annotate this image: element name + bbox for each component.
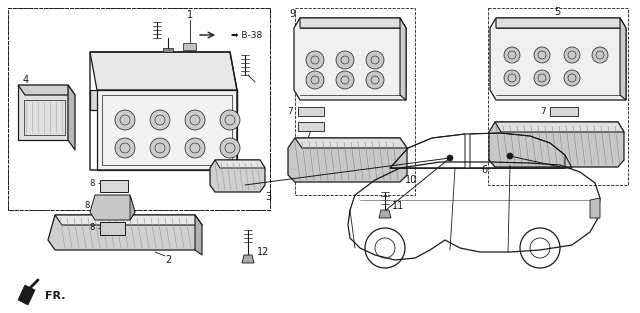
Polygon shape	[496, 18, 626, 28]
Polygon shape	[100, 222, 125, 235]
Text: 7: 7	[540, 106, 546, 115]
Polygon shape	[590, 198, 600, 218]
Text: 1: 1	[187, 10, 193, 20]
Polygon shape	[210, 160, 265, 192]
Circle shape	[336, 71, 354, 89]
Text: 10: 10	[405, 175, 417, 185]
Circle shape	[336, 51, 354, 69]
Circle shape	[115, 110, 135, 130]
Circle shape	[534, 47, 550, 63]
Polygon shape	[130, 195, 135, 220]
Text: 7: 7	[287, 106, 293, 115]
Polygon shape	[48, 215, 202, 250]
Polygon shape	[18, 285, 35, 305]
Circle shape	[150, 110, 170, 130]
Text: 4: 4	[23, 75, 29, 85]
Circle shape	[306, 51, 324, 69]
Circle shape	[504, 70, 520, 86]
Polygon shape	[300, 18, 406, 28]
Polygon shape	[298, 122, 324, 131]
Polygon shape	[620, 18, 626, 100]
Circle shape	[220, 138, 240, 158]
Polygon shape	[100, 180, 128, 192]
Text: 8: 8	[90, 178, 95, 187]
Circle shape	[150, 138, 170, 158]
Polygon shape	[294, 18, 406, 100]
Polygon shape	[183, 43, 196, 50]
Text: 7: 7	[305, 131, 311, 141]
Polygon shape	[379, 210, 391, 218]
Polygon shape	[163, 48, 173, 52]
Text: 8: 8	[90, 223, 95, 233]
Polygon shape	[490, 18, 626, 100]
Circle shape	[366, 71, 384, 89]
Circle shape	[504, 47, 520, 63]
Text: 3: 3	[265, 192, 271, 202]
Circle shape	[366, 51, 384, 69]
Circle shape	[564, 47, 580, 63]
Polygon shape	[295, 138, 407, 148]
Polygon shape	[400, 18, 406, 100]
Polygon shape	[90, 195, 135, 220]
Text: 5: 5	[554, 7, 560, 17]
Polygon shape	[489, 122, 624, 167]
Circle shape	[564, 70, 580, 86]
Polygon shape	[215, 160, 265, 168]
Polygon shape	[90, 90, 237, 110]
Polygon shape	[97, 90, 237, 170]
Polygon shape	[90, 52, 237, 90]
Polygon shape	[18, 85, 75, 95]
Polygon shape	[55, 215, 202, 225]
Polygon shape	[18, 85, 68, 140]
Polygon shape	[495, 122, 624, 132]
Polygon shape	[298, 107, 324, 116]
Text: 9: 9	[290, 9, 296, 19]
Circle shape	[306, 71, 324, 89]
Polygon shape	[288, 138, 407, 182]
Polygon shape	[68, 85, 75, 150]
Circle shape	[592, 47, 608, 63]
Circle shape	[185, 110, 205, 130]
Polygon shape	[550, 107, 578, 116]
Text: 11: 11	[392, 201, 404, 211]
Text: 6: 6	[481, 165, 487, 175]
Circle shape	[185, 138, 205, 158]
Circle shape	[534, 70, 550, 86]
Text: 8: 8	[84, 201, 90, 209]
Circle shape	[507, 153, 513, 159]
Text: ➡ B-38: ➡ B-38	[232, 30, 262, 39]
Text: FR.: FR.	[45, 291, 65, 301]
Circle shape	[447, 155, 453, 161]
Circle shape	[115, 138, 135, 158]
Polygon shape	[242, 255, 254, 263]
Circle shape	[220, 110, 240, 130]
Polygon shape	[195, 215, 202, 255]
Text: 2: 2	[165, 255, 171, 265]
Text: 12: 12	[257, 247, 269, 257]
